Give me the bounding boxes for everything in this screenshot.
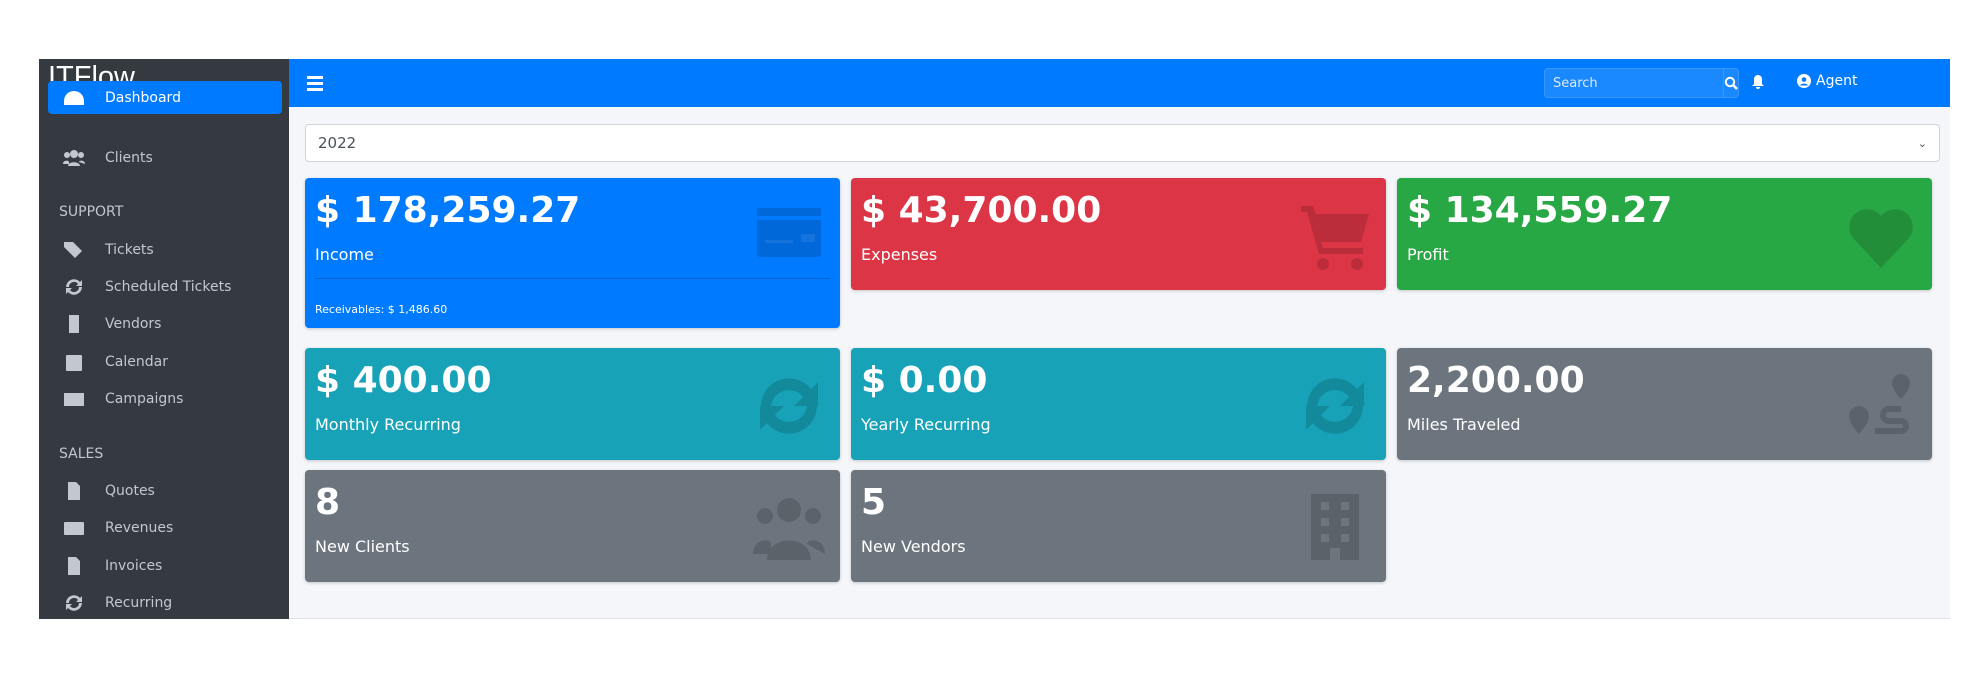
stat-label: New Clients bbox=[315, 537, 410, 556]
credit-card-icon bbox=[757, 208, 821, 257]
users-icon bbox=[63, 149, 85, 166]
tags-icon bbox=[64, 241, 82, 258]
sidebar-item-invoices[interactable]: Invoices bbox=[48, 549, 282, 582]
stat-value: $ 134,559.27 bbox=[1407, 190, 1673, 231]
sidebar-item-dashboard[interactable]: Dashboard bbox=[48, 81, 282, 114]
sidebar-item-vendors[interactable]: Vendors bbox=[48, 307, 282, 340]
sidebar-item-label: Dashboard bbox=[105, 89, 181, 106]
users-icon bbox=[753, 498, 825, 560]
stat-value: 2,200.00 bbox=[1407, 360, 1585, 401]
route-icon bbox=[1849, 374, 1910, 434]
stat-value: 5 bbox=[861, 482, 887, 523]
stat-label: Monthly Recurring bbox=[315, 415, 461, 434]
stat-card-new-clients: 8 New Clients bbox=[305, 470, 840, 582]
building-icon bbox=[1311, 494, 1359, 560]
stat-card-new-vendors: 5 New Vendors bbox=[851, 470, 1386, 582]
divider bbox=[315, 278, 830, 279]
sync-icon bbox=[66, 278, 82, 295]
stat-label: Miles Traveled bbox=[1407, 415, 1521, 434]
main-content: Agent 2022 ⌄ $ 178,259.27 Income Receiva… bbox=[289, 59, 1950, 619]
sidebar-item-label: Invoices bbox=[105, 557, 163, 574]
search-icon bbox=[1724, 76, 1738, 90]
stat-value: $ 400.00 bbox=[315, 360, 492, 401]
year-select[interactable]: 2022 ⌄ bbox=[305, 124, 1940, 162]
stat-card-income: $ 178,259.27 Income Receivables: $ 1,486… bbox=[305, 178, 840, 328]
stat-label: Expenses bbox=[861, 245, 938, 264]
file-invoice-icon bbox=[68, 556, 80, 575]
receivables-text: Receivables: $ 1,486.60 bbox=[315, 303, 448, 316]
menu-toggle-icon[interactable] bbox=[307, 73, 323, 93]
stat-card-monthly-recurring: $ 400.00 Monthly Recurring bbox=[305, 348, 840, 460]
stat-value: $ 178,259.27 bbox=[315, 190, 581, 231]
stat-card-profit: $ 134,559.27 Profit bbox=[1397, 178, 1932, 290]
sidebar-item-calendar[interactable]: Calendar bbox=[48, 345, 282, 378]
support-header: SUPPORT bbox=[59, 204, 124, 220]
sidebar-item-label: Calendar bbox=[105, 353, 168, 370]
user-circle-icon bbox=[1797, 74, 1811, 88]
stat-value: $ 0.00 bbox=[861, 360, 988, 401]
sidebar-item-label: Scheduled Tickets bbox=[105, 278, 232, 295]
sync-icon bbox=[760, 378, 818, 434]
bell-icon[interactable] bbox=[1751, 74, 1765, 90]
envelope-icon bbox=[64, 392, 84, 406]
sales-header: SALES bbox=[59, 446, 104, 462]
sidebar-item-campaigns[interactable]: Campaigns bbox=[48, 382, 282, 415]
user-name: Agent bbox=[1816, 73, 1858, 89]
stat-value: 8 bbox=[315, 482, 341, 523]
tachometer-icon bbox=[64, 90, 84, 105]
sidebar-item-tickets[interactable]: Tickets bbox=[48, 233, 282, 266]
sidebar-item-clients[interactable]: Clients bbox=[48, 141, 282, 174]
sidebar: ITFlow Dashboard Clients SUPPORT Tickets… bbox=[39, 59, 289, 619]
sidebar-item-label: Clients bbox=[105, 149, 153, 166]
stat-value: $ 43,700.00 bbox=[861, 190, 1102, 231]
user-menu[interactable]: Agent bbox=[1797, 73, 1857, 89]
building-icon bbox=[69, 314, 79, 333]
shopping-cart-icon bbox=[1301, 206, 1369, 270]
stat-label: New Vendors bbox=[861, 537, 966, 556]
sidebar-item-label: Vendors bbox=[105, 315, 162, 332]
stat-label: Yearly Recurring bbox=[861, 415, 991, 434]
topbar: Agent bbox=[289, 59, 1950, 107]
calendar-icon bbox=[66, 354, 82, 371]
sidebar-item-revenues[interactable]: Revenues bbox=[48, 511, 282, 544]
stat-label: Profit bbox=[1407, 245, 1449, 264]
stat-label: Income bbox=[315, 245, 374, 264]
credit-card-icon bbox=[64, 521, 84, 535]
sidebar-item-scheduled-tickets[interactable]: Scheduled Tickets bbox=[48, 270, 282, 303]
stat-card-miles-traveled: 2,200.00 Miles Traveled bbox=[1397, 348, 1932, 460]
sidebar-item-recurring[interactable]: Recurring bbox=[48, 586, 282, 619]
stat-card-expenses: $ 43,700.00 Expenses bbox=[851, 178, 1386, 290]
sidebar-item-label: Tickets bbox=[105, 241, 154, 258]
sync-icon bbox=[1306, 378, 1364, 434]
search-form bbox=[1544, 68, 1739, 98]
sidebar-item-label: Recurring bbox=[105, 594, 173, 611]
sidebar-item-quotes[interactable]: Quotes bbox=[48, 474, 282, 507]
chevron-down-icon: ⌄ bbox=[1917, 136, 1927, 150]
sync-icon bbox=[66, 594, 82, 611]
search-button[interactable] bbox=[1723, 69, 1738, 97]
heart-icon bbox=[1849, 209, 1913, 268]
sidebar-item-label: Quotes bbox=[105, 482, 155, 499]
search-input[interactable] bbox=[1545, 69, 1723, 97]
sidebar-item-label: Revenues bbox=[105, 519, 174, 536]
stat-card-yearly-recurring: $ 0.00 Yearly Recurring bbox=[851, 348, 1386, 460]
sidebar-item-label: Campaigns bbox=[105, 390, 184, 407]
file-icon bbox=[68, 481, 80, 500]
year-select-value: 2022 bbox=[318, 134, 357, 152]
